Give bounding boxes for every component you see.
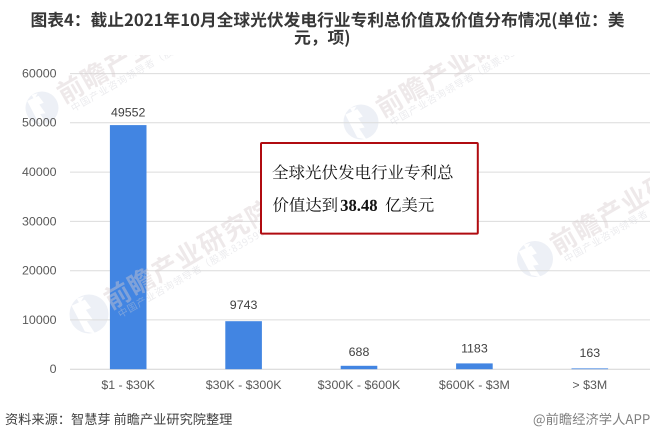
svg-text:$300K - $600K: $300K - $600K xyxy=(318,378,401,392)
svg-text:$600K - $3M: $600K - $3M xyxy=(439,378,510,392)
svg-text:10000: 10000 xyxy=(22,313,57,327)
svg-text:60000: 60000 xyxy=(22,67,57,81)
svg-text:20000: 20000 xyxy=(22,264,57,278)
svg-text:> $3M: > $3M xyxy=(572,378,607,392)
svg-text:49552: 49552 xyxy=(111,105,146,119)
svg-text:40000: 40000 xyxy=(22,165,57,179)
svg-text:30000: 30000 xyxy=(22,214,57,228)
svg-text:9743: 9743 xyxy=(230,298,258,312)
svg-text:50000: 50000 xyxy=(22,116,57,130)
svg-text:0: 0 xyxy=(50,362,57,376)
svg-text:$1 - $30K: $1 - $30K xyxy=(101,378,155,392)
svg-text:163: 163 xyxy=(579,346,600,360)
svg-text:$30K - $300K: $30K - $300K xyxy=(206,378,283,392)
svg-text:688: 688 xyxy=(349,345,370,359)
svg-text:1183: 1183 xyxy=(461,341,488,355)
